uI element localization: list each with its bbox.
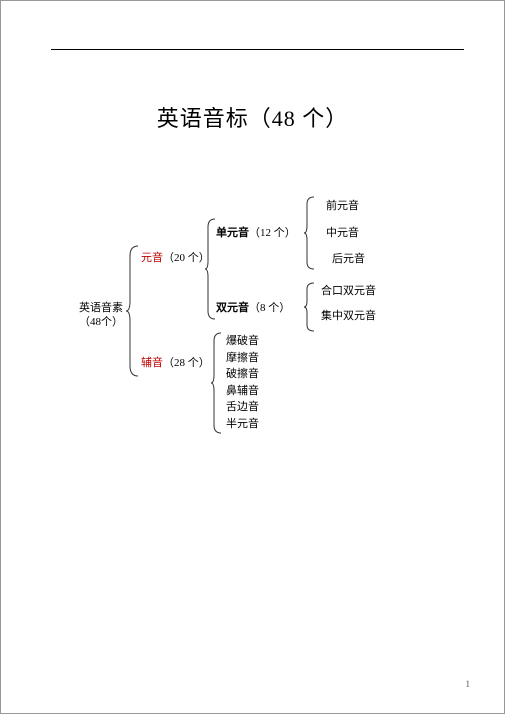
cons-b: 摩擦音 xyxy=(226,350,259,367)
cons-c: 破擦音 xyxy=(226,366,259,383)
root-line1: 英语音素 xyxy=(79,302,123,314)
consonants-node: 辅音（28 个） xyxy=(141,356,210,370)
brace-consonants xyxy=(211,333,225,433)
diph-count: （8 个） xyxy=(249,302,290,314)
page: 英语音标（48 个） 英语音素 （48个） 元音（20 个） 辅音（28 个） … xyxy=(0,0,505,714)
vowels-count: （20 个） xyxy=(163,252,210,264)
mono-sub-c: 后元音 xyxy=(332,251,365,268)
mono-sub-a: 前元音 xyxy=(326,198,365,215)
mono-node: 单元音（12 个） xyxy=(216,226,296,240)
page-title: 英语音标（48 个） xyxy=(1,101,504,133)
diph-label: 双元音 xyxy=(216,302,249,314)
vowels-node: 元音（20 个） xyxy=(141,251,210,265)
page-number: 1 xyxy=(466,679,471,689)
consonants-count: （28 个） xyxy=(163,357,210,369)
cons-f: 半元音 xyxy=(226,416,259,433)
root-line2: （48个） xyxy=(79,316,123,328)
mono-count: （12 个） xyxy=(249,227,296,239)
brace-mono xyxy=(304,197,318,269)
consonants-label: 辅音 xyxy=(141,357,163,369)
mono-label: 单元音 xyxy=(216,227,249,239)
top-rule xyxy=(51,49,464,50)
diph-sub-a: 合口双元音 xyxy=(321,283,376,300)
consonant-list: 爆破音 摩擦音 破擦音 鼻辅音 舌边音 半元音 xyxy=(226,333,259,432)
diph-sub-list: 合口双元音 集中双元音 xyxy=(321,283,376,324)
cons-a: 爆破音 xyxy=(226,333,259,350)
diph-sub-b: 集中双元音 xyxy=(321,308,376,325)
vowels-label: 元音 xyxy=(141,252,163,264)
brace-root xyxy=(126,246,142,376)
cons-d: 鼻辅音 xyxy=(226,383,259,400)
mono-sub-b: 中元音 xyxy=(326,225,365,242)
root-node: 英语音素 （48个） xyxy=(79,301,123,330)
cons-e: 舌边音 xyxy=(226,399,259,416)
mono-sub-list: 前元音 中元音 后元音 xyxy=(326,198,365,268)
brace-diph xyxy=(304,283,318,331)
diph-node: 双元音（8 个） xyxy=(216,301,290,315)
